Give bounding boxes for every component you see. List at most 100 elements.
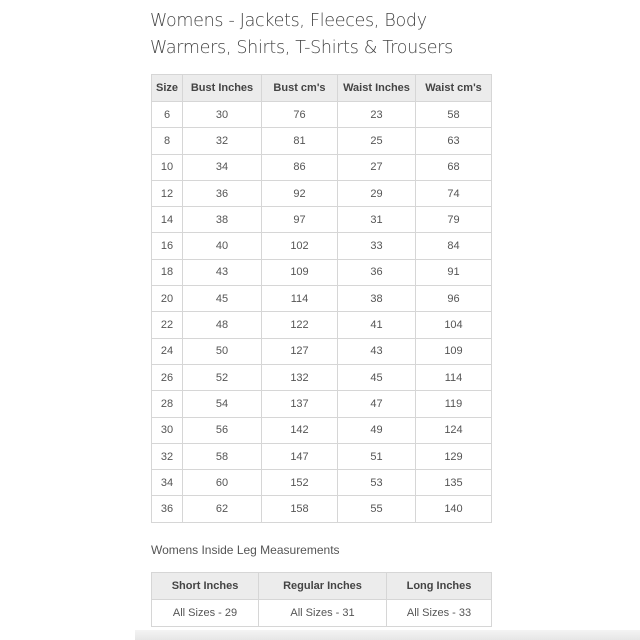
table-cell: 43 (337, 337, 416, 365)
table-cell: 86 (261, 153, 338, 181)
table-row: All Sizes - 29 All Sizes - 31 All Sizes - … (151, 599, 492, 627)
table-cell: 140 (415, 495, 492, 523)
table-cell: 63 (415, 127, 492, 155)
column-header: Waist cm's (415, 74, 492, 102)
table-header-row: Size Bust Inches Bust cm's Waist Inches Wais… (151, 74, 492, 102)
table-cell: 147 (261, 442, 338, 471)
table-cell: 34 (182, 153, 262, 181)
table-cell: 27 (337, 153, 416, 181)
table-cell: 16 (151, 232, 183, 260)
table-cell: 36 (337, 258, 416, 287)
table-cell: 41 (337, 311, 416, 339)
table-row: 18 43 109 36 91 (151, 258, 492, 287)
table-cell: 54 (182, 390, 262, 418)
table-cell: 76 (261, 100, 338, 129)
table-cell: 49 (337, 416, 416, 444)
column-header: Regular Inches (258, 572, 387, 600)
table-cell: 40 (182, 232, 262, 260)
table-row: 20 45 114 38 96 (151, 285, 492, 313)
table-cell: 33 (337, 232, 416, 260)
table-cell: 137 (261, 390, 338, 418)
table-cell: 45 (182, 285, 262, 313)
table-cell: 26 (151, 363, 183, 392)
table-cell: 14 (151, 206, 183, 234)
table-cell: 38 (182, 206, 262, 234)
table-cell: All Sizes - 29 (151, 599, 259, 627)
column-header: Long Inches (386, 572, 492, 600)
table-cell: 32 (151, 442, 183, 471)
table-cell: 36 (151, 495, 183, 523)
table-cell: 51 (337, 442, 416, 471)
table-cell: 91 (415, 258, 492, 287)
table-cell: 50 (182, 337, 262, 365)
table-cell: 60 (182, 469, 262, 497)
table-cell: 104 (415, 311, 492, 339)
column-header: Size (151, 74, 183, 102)
table-cell: 58 (415, 100, 492, 129)
table-cell: 127 (261, 337, 338, 365)
table-cell: 142 (261, 416, 338, 444)
table-row: 12 36 92 29 74 (151, 179, 492, 208)
table-cell: 24 (151, 337, 183, 365)
table-cell: 28 (151, 390, 183, 418)
table-cell: 97 (261, 206, 338, 234)
table-cell: 23 (337, 100, 416, 129)
table-cell: 158 (261, 495, 338, 523)
table-cell: 20 (151, 285, 183, 313)
table-row: 6 30 76 23 58 (151, 100, 492, 129)
table-cell: 6 (151, 100, 183, 129)
table-cell: 102 (261, 232, 338, 260)
table-cell: 152 (261, 469, 338, 497)
table-cell: 30 (182, 100, 262, 129)
column-header: Waist Inches (337, 74, 416, 102)
table-cell: 132 (261, 363, 338, 392)
table-cell: 48 (182, 311, 262, 339)
table-cell: All Sizes - 33 (386, 599, 492, 627)
table-cell: 32 (182, 127, 262, 155)
table-cell: 58 (182, 442, 262, 471)
table-row: 16 40 102 33 84 (151, 232, 492, 260)
table-row: 32 58 147 51 129 (151, 442, 492, 471)
table-cell: 12 (151, 179, 183, 208)
page-title: Womens - Jackets, Fleeces, Body Warmers,… (150, 11, 453, 58)
table-cell: 122 (261, 311, 338, 339)
table-cell: 114 (261, 285, 338, 313)
table-cell: 22 (151, 311, 183, 339)
table-cell: 36 (182, 179, 262, 208)
table-row: 28 54 137 47 119 (151, 390, 492, 418)
table-cell: 30 (151, 416, 183, 444)
table-cell: 29 (337, 179, 416, 208)
table-cell: 31 (337, 206, 416, 234)
table-cell: 45 (337, 363, 416, 392)
table-cell: 25 (337, 127, 416, 155)
table-cell: 129 (415, 442, 492, 471)
table-cell: 79 (415, 206, 492, 234)
table-cell: 68 (415, 153, 492, 181)
table-cell: 43 (182, 258, 262, 287)
table-cell: 135 (415, 469, 492, 497)
table-cell: 62 (182, 495, 262, 523)
table-cell: 114 (415, 363, 492, 392)
table-cell: 10 (151, 153, 183, 181)
table-cell: 92 (261, 179, 338, 208)
table-cell: 53 (337, 469, 416, 497)
table-row: 30 56 142 49 124 (151, 416, 492, 444)
table-cell: 119 (415, 390, 492, 418)
table-cell: 56 (182, 416, 262, 444)
inside-leg-table: Short Inches Regular Inches Long Inches Al… (151, 572, 492, 627)
table-row: 24 50 127 43 109 (151, 337, 492, 365)
column-header: Short Inches (151, 572, 259, 600)
table-cell: 47 (337, 390, 416, 418)
table-row: 36 62 158 55 140 (151, 495, 492, 523)
table-header-row: Short Inches Regular Inches Long Inches (151, 572, 492, 600)
bottom-shadow-bar (135, 630, 640, 640)
table-row: 26 52 132 45 114 (151, 363, 492, 392)
table-row: 10 34 86 27 68 (151, 153, 492, 181)
table-row: 8 32 81 25 63 (151, 127, 492, 155)
table-cell: 34 (151, 469, 183, 497)
table-cell: 81 (261, 127, 338, 155)
table-cell: All Sizes - 31 (258, 599, 387, 627)
table-row: 34 60 152 53 135 (151, 469, 492, 497)
table-cell: 74 (415, 179, 492, 208)
table-row: 22 48 122 41 104 (151, 311, 492, 339)
